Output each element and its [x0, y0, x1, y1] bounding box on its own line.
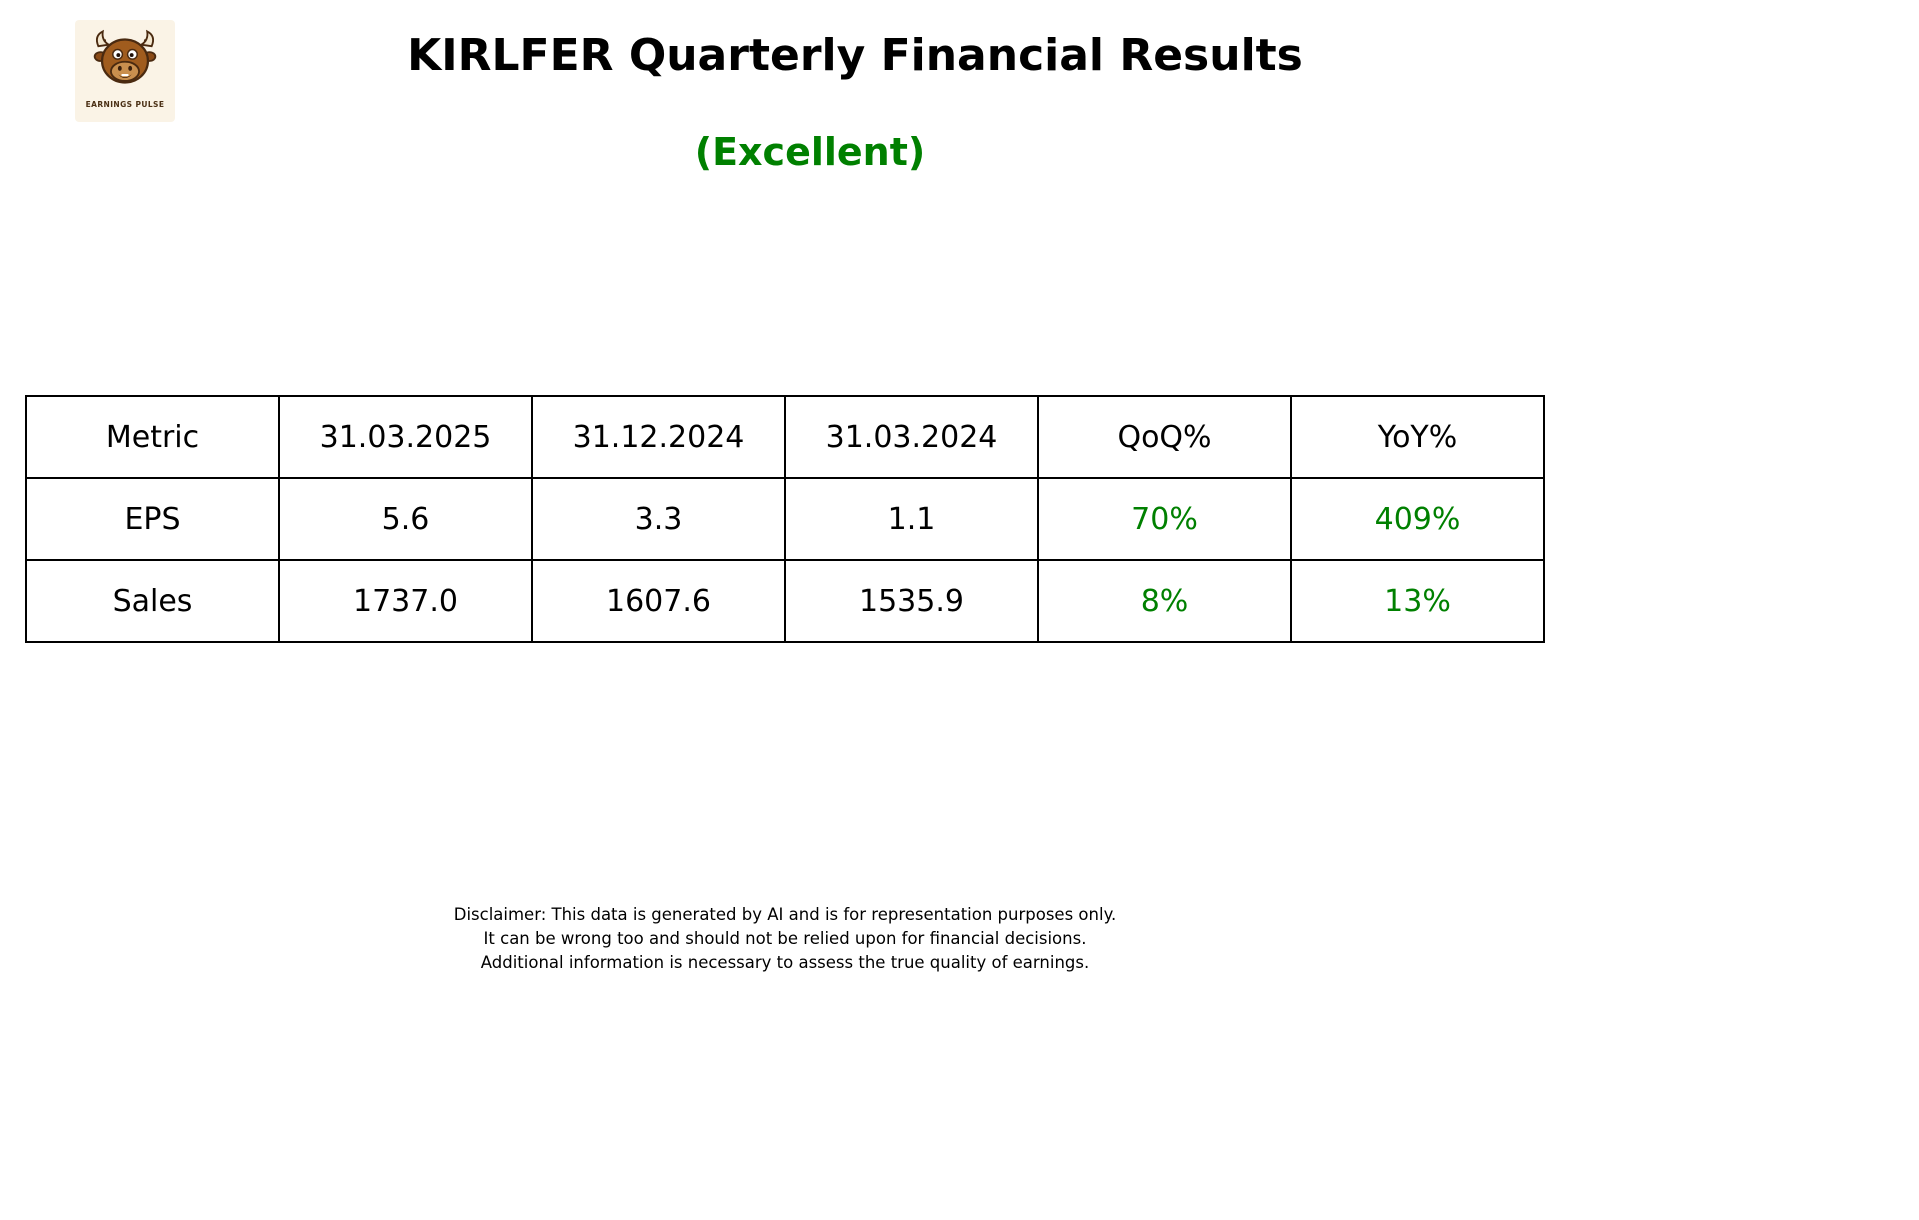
yoy-cell: 409%: [1290, 477, 1545, 561]
yoy-cell: 13%: [1290, 559, 1545, 643]
disclaimer-line: Disclaimer: This data is generated by AI…: [453, 905, 1117, 924]
logo: EARNINGS PULSE: [75, 20, 175, 122]
metric-cell: Sales: [25, 559, 280, 643]
value-cell: 1607.6: [531, 559, 786, 643]
metric-cell: EPS: [25, 477, 280, 561]
table-header-row: Metric 31.03.2025 31.12.2024 31.03.2024 …: [25, 395, 1545, 479]
qoq-cell: 70%: [1037, 477, 1292, 561]
bull-icon: [93, 29, 157, 84]
value-cell: 3.3: [531, 477, 786, 561]
col-header-q-yearago: 31.03.2024: [784, 395, 1039, 479]
disclaimer-line: It can be wrong too and should not be re…: [483, 929, 1087, 948]
results-table: Metric 31.03.2025 31.12.2024 31.03.2024 …: [25, 395, 1545, 643]
disclaimer-line: Additional information is necessary to a…: [480, 953, 1090, 972]
logo-brand: EARNINGS PULSE: [85, 100, 165, 109]
col-header-metric: Metric: [25, 395, 280, 479]
value-cell: 5.6: [278, 477, 533, 561]
col-header-qoq: QoQ%: [1037, 395, 1292, 479]
qoq-cell: 8%: [1037, 559, 1292, 643]
table-row-eps: EPS 5.6 3.3 1.1 70% 409%: [25, 477, 1545, 561]
value-cell: 1535.9: [784, 559, 1039, 643]
value-cell: 1737.0: [278, 559, 533, 643]
table-row-sales: Sales 1737.0 1607.6 1535.9 8% 13%: [25, 559, 1545, 643]
col-header-q-current: 31.03.2025: [278, 395, 533, 479]
verdict-badge: (Excellent): [694, 130, 926, 174]
page-title: KIRLFER Quarterly Financial Results: [407, 30, 1303, 81]
value-cell: 1.1: [784, 477, 1039, 561]
col-header-q-previous: 31.12.2024: [531, 395, 786, 479]
disclaimer: Disclaimer: This data is generated by AI…: [0, 903, 1570, 975]
col-header-yoy: YoY%: [1290, 395, 1545, 479]
